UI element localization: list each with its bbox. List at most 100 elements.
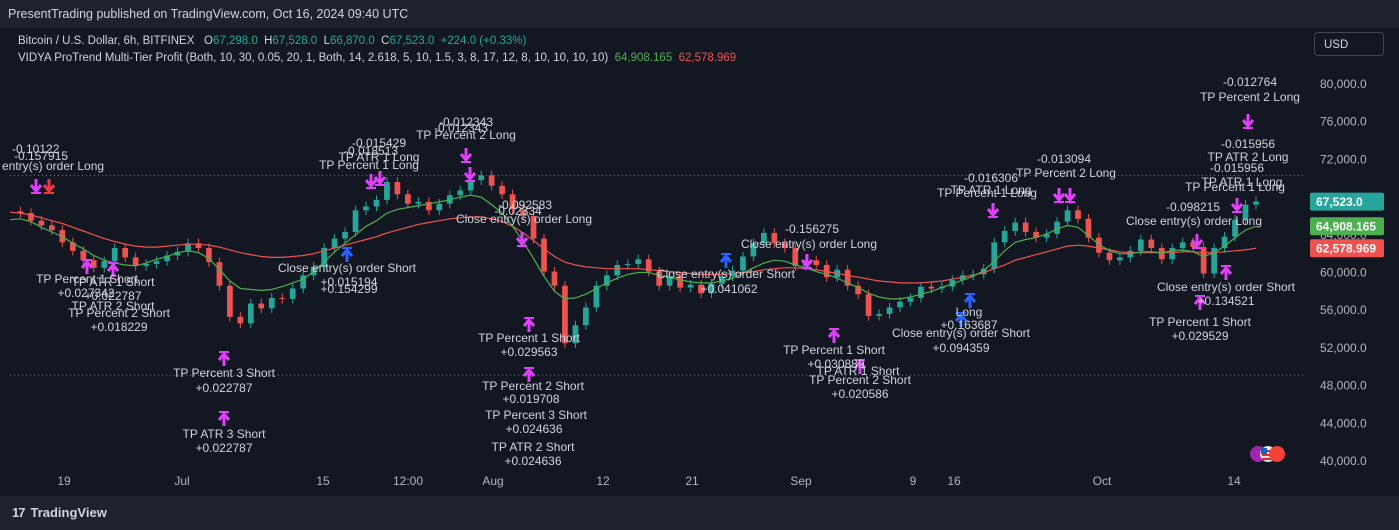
trade-annotation: Close entry(s) order Short <box>278 261 417 275</box>
exit-down-arrow-icon <box>373 171 387 186</box>
y-axis-tick-label: 44,000.0 <box>1320 416 1367 430</box>
candle-body <box>897 301 903 308</box>
trade-annotation: -0.098215 <box>1166 200 1220 214</box>
trade-annotation: TP ATR 3 Short <box>183 427 267 441</box>
trade-annotation: TP Percent 1 Short <box>783 343 885 357</box>
candle-body <box>1200 247 1207 274</box>
candle-body <box>1064 210 1071 222</box>
candle-body <box>907 297 914 302</box>
entry-up-arrow-icon <box>963 293 977 308</box>
candle-body <box>1148 239 1155 248</box>
candle-body <box>415 201 422 204</box>
y-axis-tick-label: 72,000.0 <box>1320 152 1367 166</box>
candle-body <box>844 269 851 286</box>
trade-annotation: TP ATR 1 Long <box>951 183 1032 197</box>
entry-up-arrow-icon <box>1193 295 1207 310</box>
candle-body <box>373 199 380 207</box>
x-axis-tick-label: 12:00 <box>393 474 423 488</box>
trade-annotation: +0.020586 <box>831 387 888 401</box>
entry-up-arrow-icon <box>954 312 968 327</box>
currency-button[interactable]: USD <box>1314 32 1384 56</box>
candle-body <box>1054 221 1060 234</box>
trade-annotation: +0.134521 <box>1197 294 1254 308</box>
trade-annotation: -0.10122 <box>12 142 60 156</box>
candle-body <box>132 257 139 266</box>
candle-body <box>478 175 485 181</box>
candle-body <box>813 260 820 265</box>
trade-annotation: -0.157915 <box>14 149 68 163</box>
trade-annotation: +0.030889 <box>807 357 864 371</box>
candle-body <box>761 232 767 244</box>
trade-annotation: Close entry(s) order Short <box>892 326 1031 340</box>
candle-body <box>384 182 390 200</box>
trade-annotation: -0.015956 <box>1210 161 1264 175</box>
trade-annotation: TP Percent 1 Long <box>1185 180 1285 194</box>
candle-body <box>687 284 694 288</box>
trade-annotation: TP ATR 1 Long <box>1202 175 1283 189</box>
candle-body <box>562 285 568 344</box>
candle-body <box>206 247 212 263</box>
trade-annotation: +0.015194 <box>320 275 377 289</box>
candle-body <box>1096 237 1102 253</box>
candle-body <box>708 283 715 294</box>
candle-body <box>247 303 254 324</box>
candle-body <box>635 259 642 265</box>
candle-body <box>394 182 401 195</box>
trade-annotation: -0.156275 <box>785 222 839 236</box>
candle-body <box>624 264 631 266</box>
candle-body <box>153 261 160 265</box>
candle-body <box>268 297 275 309</box>
trade-annotation: +0.022787 <box>195 441 252 455</box>
candle-body <box>593 285 600 308</box>
candle-body <box>740 256 746 271</box>
open-label: O <box>204 35 213 47</box>
candle-body <box>1169 247 1176 260</box>
candle-body <box>1137 239 1144 251</box>
candle-body <box>352 210 359 232</box>
candle-body <box>677 276 683 288</box>
candle-body <box>918 286 924 298</box>
trade-annotation: +0.094359 <box>932 341 989 355</box>
y-axis-tick-label: 80,000.0 <box>1320 77 1367 91</box>
trade-annotation: Close entry(s) order Long <box>741 237 877 251</box>
candle-body <box>1158 247 1165 260</box>
brand-text: TradingView <box>30 505 107 520</box>
x-axis-tick-label: 19 <box>57 474 71 488</box>
y-axis-tick-label: 56,000.0 <box>1320 303 1367 317</box>
candle-body <box>656 271 663 286</box>
candle-body <box>90 260 97 268</box>
candle-body <box>363 206 369 211</box>
candle-body <box>174 251 181 256</box>
chart-area[interactable] <box>0 28 1399 496</box>
trade-annotation: -0.012764 <box>1223 75 1277 89</box>
trade-annotation: -0.016306 <box>964 171 1018 185</box>
trade-annotation: +0.022787 <box>195 381 252 395</box>
candle-body <box>698 284 704 294</box>
tradingview-logo[interactable]: 17 TradingView <box>12 505 107 520</box>
candle-body <box>645 259 652 272</box>
trade-annotation: +0.019708 <box>502 392 559 406</box>
exit-down-arrow-icon <box>986 203 1000 218</box>
candle-body <box>603 275 610 286</box>
exit-down-arrow-icon <box>1230 198 1244 213</box>
x-axis-tick-label: 16 <box>947 474 961 488</box>
trade-annotation: +0.041062 <box>700 282 757 296</box>
exit-down-arrow-icon <box>1190 234 1204 249</box>
candle-body <box>331 238 338 248</box>
trade-annotation: TP Percent 1 Short <box>36 272 138 286</box>
x-axis-tick-label: 9 <box>910 474 917 488</box>
candle-body <box>614 264 621 276</box>
candle-body <box>781 243 788 248</box>
candle-body <box>1253 201 1259 205</box>
candle-body <box>80 250 87 261</box>
candle-body <box>876 313 882 316</box>
candle-body <box>164 255 170 262</box>
trade-annotation: +0.022787 <box>84 289 141 303</box>
indicator-value-fast: 64,908.165 <box>614 52 673 64</box>
exit-down-arrow-icon <box>1052 188 1066 203</box>
candle-body <box>467 180 474 191</box>
trade-annotation: TP Percent 2 Long <box>1016 166 1116 180</box>
candle-body <box>237 316 244 324</box>
entry-up-arrow-icon <box>217 411 231 426</box>
trade-annotation: Long <box>956 305 983 319</box>
